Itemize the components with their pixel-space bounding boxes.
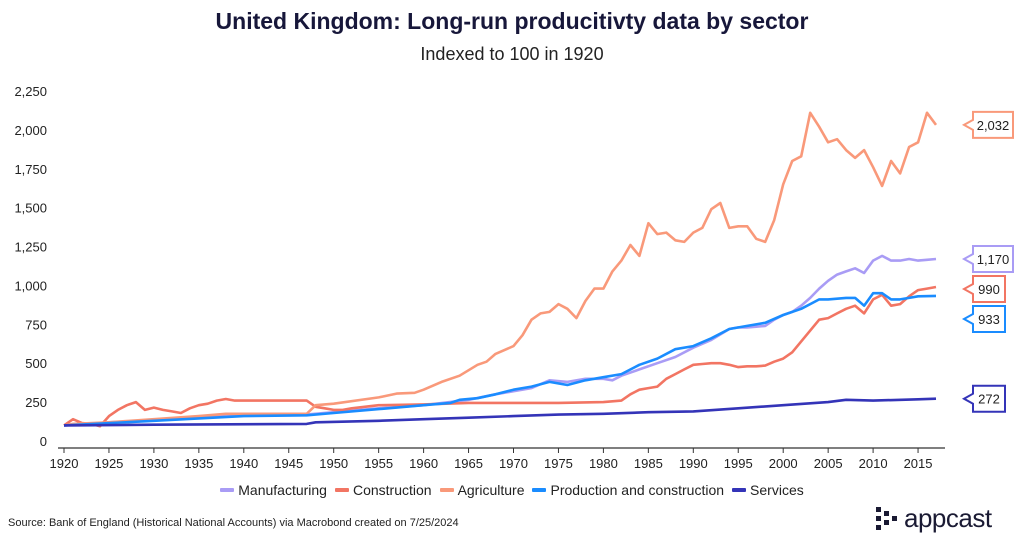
legend-label: Services <box>750 482 804 498</box>
legend-swatch <box>532 488 547 492</box>
legend-item: Construction <box>334 482 432 498</box>
x-tick-label: 1945 <box>274 456 303 471</box>
x-tick-label: 1935 <box>184 456 213 471</box>
y-tick-label: 250 <box>25 395 47 410</box>
end-value-label: 1,170 <box>977 252 1010 267</box>
series-line-construction <box>63 285 937 428</box>
x-tick-label: 1970 <box>499 456 528 471</box>
end-label-box <box>961 110 1014 139</box>
legend-label: Construction <box>352 482 432 498</box>
y-tick-label: 1,500 <box>14 201 47 216</box>
series-line-production-and-construction <box>63 291 937 427</box>
x-tick-label: 1955 <box>364 456 393 471</box>
x-tick-label: 1985 <box>634 456 663 471</box>
series-line-services <box>63 397 937 427</box>
x-tick-label: 2005 <box>814 456 843 471</box>
x-tick-label: 1950 <box>319 456 348 471</box>
x-tick-label: 1920 <box>50 456 79 471</box>
x-tick-label: 1990 <box>679 456 708 471</box>
x-tick-label: 1980 <box>589 456 618 471</box>
end-label-box <box>961 245 1014 273</box>
logo-text: appcast <box>904 503 992 533</box>
y-tick-label: 2,250 <box>14 84 47 99</box>
chart-title: United Kingdom: Long-run producitivty da… <box>215 8 809 34</box>
y-tick-label: 1,250 <box>14 240 47 255</box>
y-tick-label: 1,000 <box>14 278 47 293</box>
end-label-box <box>961 275 1006 303</box>
y-tick-label: 1,750 <box>14 162 47 177</box>
source-note: Source: Bank of England (Historical Nati… <box>8 517 459 529</box>
end-value-label: 2,032 <box>977 118 1010 133</box>
x-tick-label: 2015 <box>904 456 933 471</box>
legend-label: Agriculture <box>457 482 525 498</box>
x-tick-label: 1930 <box>139 456 168 471</box>
chart-subtitle: Indexed to 100 in 1920 <box>420 44 604 64</box>
end-value-label: 933 <box>978 312 1000 327</box>
legend-swatch <box>334 488 349 492</box>
x-tick-label: 1925 <box>94 456 123 471</box>
appcast-logo-icon <box>876 506 897 530</box>
legend-swatch <box>439 488 454 492</box>
x-tick-label: 2010 <box>859 456 888 471</box>
y-tick-label: 0 <box>40 434 47 449</box>
x-tick-label: 1995 <box>724 456 753 471</box>
line-chart: 1920 1925 1930 1935 1940 1945 1950 1955 1960 1965… <box>14 84 1014 471</box>
legend-swatch <box>732 488 747 492</box>
x-tick-label: 1940 <box>229 456 258 471</box>
series-line-manufacturing <box>63 254 937 427</box>
appcast-logo: appcast <box>876 503 992 534</box>
legend-item: Manufacturing <box>220 482 327 498</box>
legend-item: Production and construction <box>532 482 724 498</box>
x-tick-label: 2000 <box>769 456 798 471</box>
end-label-box <box>961 305 1006 333</box>
y-tick-label: 500 <box>25 356 47 371</box>
legend-item: Agriculture <box>439 482 525 498</box>
x-tick-label: 1960 <box>409 456 438 471</box>
legend-swatch <box>220 488 235 492</box>
y-tick-label: 750 <box>25 317 47 332</box>
x-tick-label: 1975 <box>544 456 573 471</box>
y-tick-label: 2,000 <box>14 123 47 138</box>
legend-label: Manufacturing <box>238 482 327 498</box>
end-value-label: 272 <box>978 392 1000 407</box>
x-tick-label: 1965 <box>454 456 483 471</box>
end-label-box <box>961 384 1006 413</box>
legend-item: Services <box>732 482 804 498</box>
end-value-label: 990 <box>978 282 1000 297</box>
legend-label: Production and construction <box>550 482 725 498</box>
series-line-agriculture <box>63 111 938 427</box>
legend: Manufacturing Construction Agriculture Prod… <box>0 482 1024 498</box>
